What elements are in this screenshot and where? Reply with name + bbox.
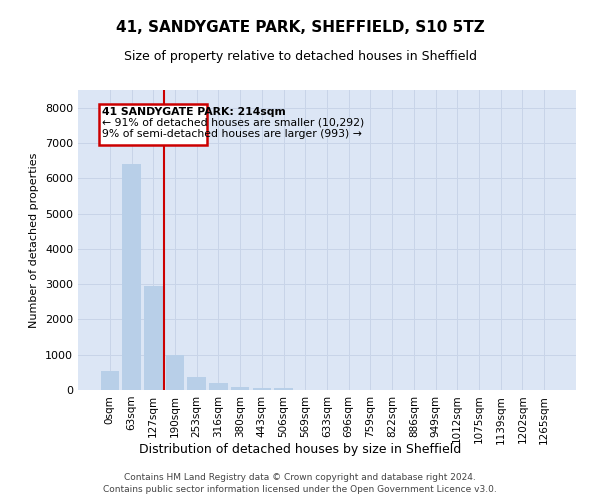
Bar	[209, 384, 227, 390]
Bar	[166, 354, 184, 390]
Bar	[253, 388, 271, 390]
Y-axis label: Number of detached properties: Number of detached properties	[29, 152, 40, 328]
Text: Contains HM Land Registry data © Crown copyright and database right 2024.: Contains HM Land Registry data © Crown c…	[124, 474, 476, 482]
Bar	[101, 370, 119, 390]
Text: 41, SANDYGATE PARK, SHEFFIELD, S10 5TZ: 41, SANDYGATE PARK, SHEFFIELD, S10 5TZ	[116, 20, 484, 35]
Text: ← 91% of detached houses are smaller (10,292): ← 91% of detached houses are smaller (10…	[102, 118, 364, 128]
Bar	[144, 286, 163, 390]
Bar	[231, 387, 250, 390]
Text: 41 SANDYGATE PARK: 214sqm: 41 SANDYGATE PARK: 214sqm	[102, 107, 286, 117]
Text: Size of property relative to detached houses in Sheffield: Size of property relative to detached ho…	[124, 50, 476, 63]
Bar	[100, 104, 207, 146]
Bar	[187, 376, 206, 390]
Bar	[122, 164, 141, 390]
Text: Distribution of detached houses by size in Sheffield: Distribution of detached houses by size …	[139, 444, 461, 456]
Text: 9% of semi-detached houses are larger (993) →: 9% of semi-detached houses are larger (9…	[102, 129, 362, 139]
Bar	[274, 388, 293, 390]
Text: Contains public sector information licensed under the Open Government Licence v3: Contains public sector information licen…	[103, 485, 497, 494]
